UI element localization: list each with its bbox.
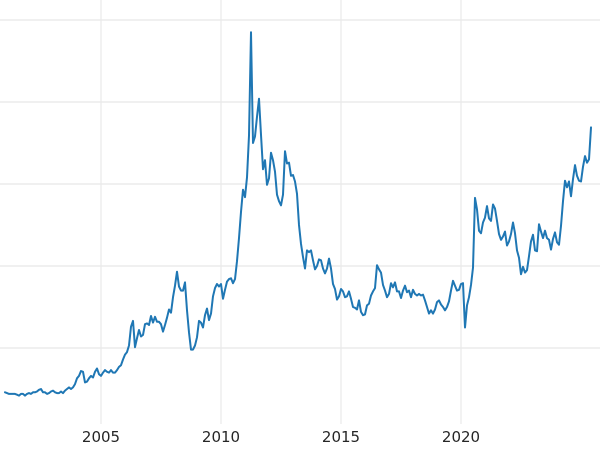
x-tick-label: 2005 [82, 428, 120, 446]
x-tick-label: 2020 [442, 428, 480, 446]
price-line [4, 31, 592, 397]
x-tick-label: 2010 [202, 428, 240, 446]
x-tick-label: 2015 [322, 428, 360, 446]
